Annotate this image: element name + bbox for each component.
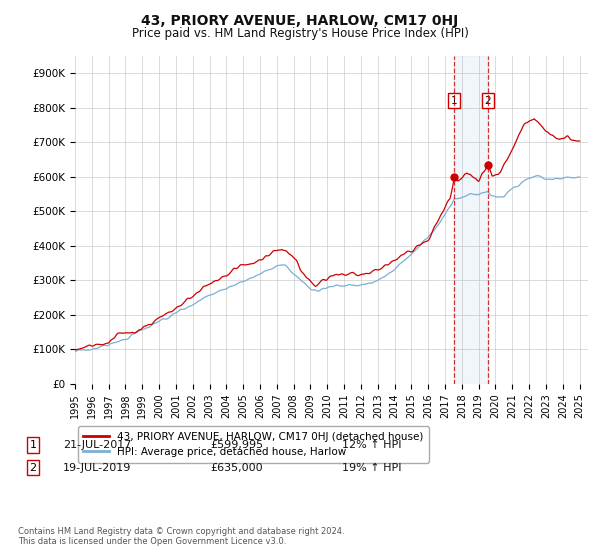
- Text: 1: 1: [29, 440, 37, 450]
- Legend: 43, PRIORY AVENUE, HARLOW, CM17 0HJ (detached house), HPI: Average price, detach: 43, PRIORY AVENUE, HARLOW, CM17 0HJ (det…: [77, 427, 429, 463]
- Text: 2: 2: [484, 96, 491, 106]
- Text: 19% ↑ HPI: 19% ↑ HPI: [342, 463, 401, 473]
- Text: Contains HM Land Registry data © Crown copyright and database right 2024.
This d: Contains HM Land Registry data © Crown c…: [18, 526, 344, 546]
- Text: £635,000: £635,000: [210, 463, 263, 473]
- Text: 12% ↑ HPI: 12% ↑ HPI: [342, 440, 401, 450]
- Text: 1: 1: [451, 96, 457, 106]
- Bar: [454, 56, 488, 384]
- Text: £599,995: £599,995: [210, 440, 263, 450]
- Text: 19-JUL-2019: 19-JUL-2019: [63, 463, 131, 473]
- Text: 21-JUL-2017: 21-JUL-2017: [63, 440, 131, 450]
- Text: 43, PRIORY AVENUE, HARLOW, CM17 0HJ: 43, PRIORY AVENUE, HARLOW, CM17 0HJ: [142, 14, 458, 28]
- Text: 2: 2: [29, 463, 37, 473]
- Text: Price paid vs. HM Land Registry's House Price Index (HPI): Price paid vs. HM Land Registry's House …: [131, 27, 469, 40]
